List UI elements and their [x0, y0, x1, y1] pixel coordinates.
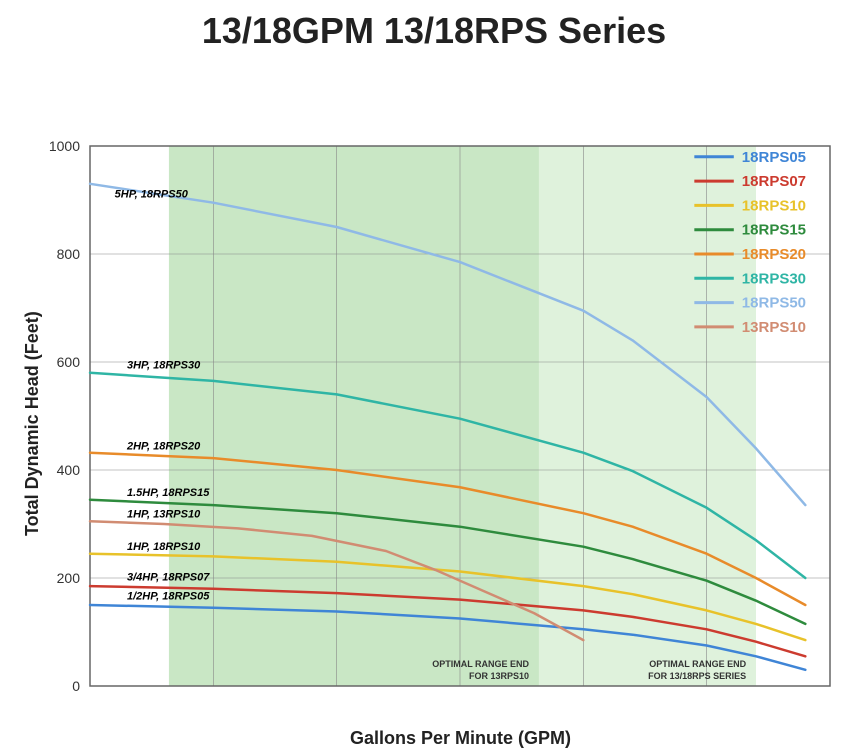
pump-curve-chart: 0 5 10 15 20 25 30 0 200 400 600 800 1000 1/2HP, 18RP… [0, 56, 868, 696]
legend-label: 18RPS30 [742, 270, 806, 287]
legend-label: 18RPS20 [742, 246, 806, 263]
legend-label: 18RPS50 [742, 295, 806, 312]
x-tick-label: 20 [576, 693, 592, 696]
x-tick-label: 15 [452, 693, 468, 696]
range-end-label: OPTIMAL RANGE END [649, 659, 746, 669]
x-tick-label: 25 [699, 693, 715, 696]
range-end-label: FOR 13/18RPS SERIES [648, 671, 746, 681]
x-tick-label: 30 [822, 693, 838, 696]
chart-container: 0 5 10 15 20 25 30 0 200 400 600 800 1000 1/2HP, 18RP… [0, 56, 868, 696]
range-end-label: FOR 13RPS10 [469, 671, 529, 681]
legend-label: 13RPS10 [742, 319, 806, 336]
chart-title: 13/18GPM 13/18RPS Series [0, 0, 868, 56]
x-axis-label: Gallons Per Minute (GPM) [350, 728, 571, 749]
y-tick-label: 600 [57, 354, 81, 370]
series-label: 3HP, 18RPS30 [127, 359, 201, 371]
series-label: 2HP, 18RPS20 [126, 440, 201, 452]
x-tick-label: 10 [329, 693, 345, 696]
legend-label: 18RPS07 [742, 173, 806, 190]
legend-label: 18RPS05 [742, 149, 806, 166]
series-label: 5HP, 18RPS50 [115, 188, 189, 200]
x-tick-label: 0 [86, 693, 94, 696]
optimal-range-band [169, 146, 539, 686]
series-label: 1/2HP, 18RPS05 [127, 591, 210, 603]
x-tick-label: 5 [209, 693, 217, 696]
y-axis-label: Total Dynamic Head (Feet) [22, 311, 43, 536]
legend-label: 18RPS15 [742, 222, 806, 239]
y-tick-label: 800 [57, 246, 81, 262]
series-label: 1HP, 18RPS10 [127, 541, 201, 553]
y-tick-label: 200 [57, 570, 81, 586]
series-label: 1HP, 13RPS10 [127, 509, 201, 521]
legend-label: 18RPS10 [742, 197, 806, 214]
series-label: 1.5HP, 18RPS15 [127, 487, 210, 499]
y-tick-label: 0 [72, 678, 80, 694]
series-label: 3/4HP, 18RPS07 [127, 572, 210, 584]
range-end-label: OPTIMAL RANGE END [432, 659, 529, 669]
y-tick-label: 1000 [49, 138, 80, 154]
y-tick-label: 400 [57, 462, 81, 478]
